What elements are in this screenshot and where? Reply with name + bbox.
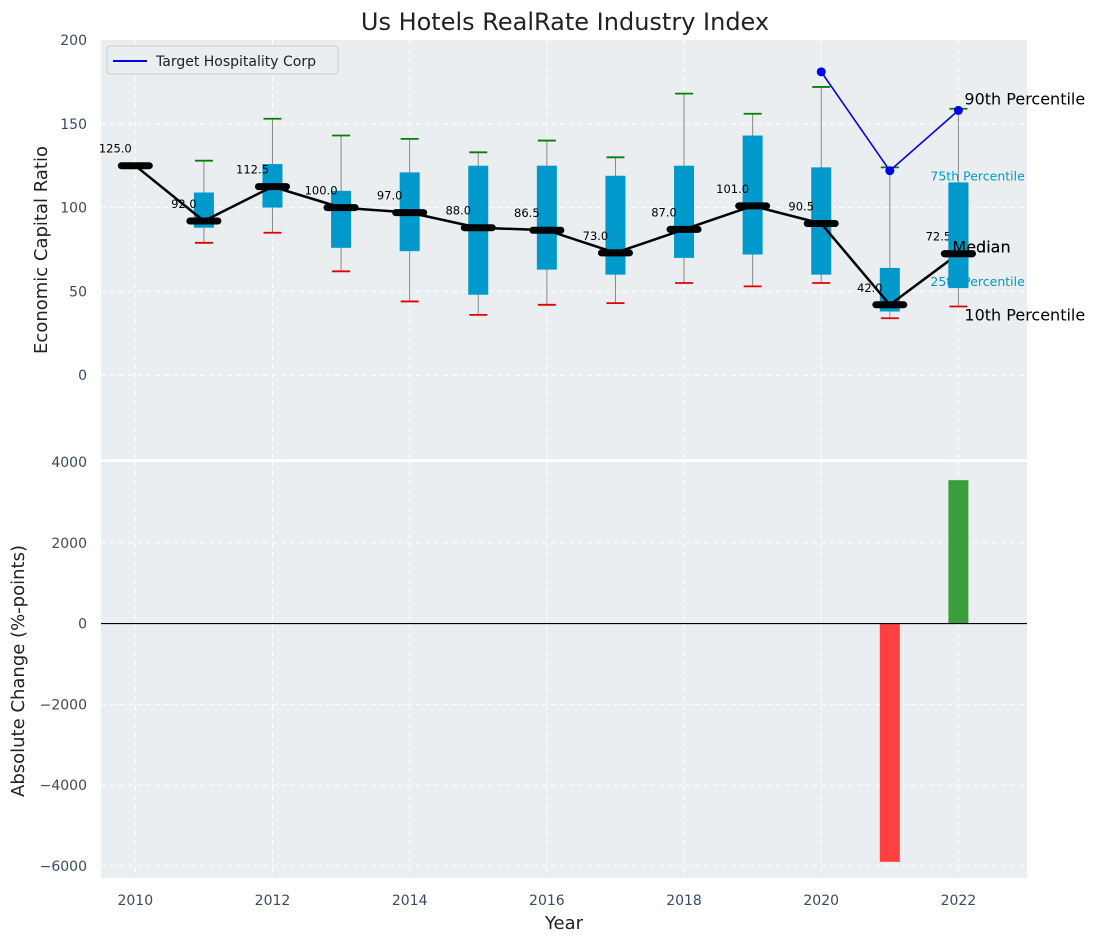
legend-box — [106, 45, 339, 75]
x-tick-label: 2010 — [117, 893, 153, 909]
x-tick-labels: 2010 2012 2014 2016 2018 2020 2022 — [117, 893, 976, 909]
top-y-tick-label: 100 — [60, 201, 87, 217]
bottom-panel-background — [101, 462, 1027, 878]
top-y-tick-label: 200 — [60, 33, 87, 49]
median-value-label: 100.0 — [305, 184, 338, 198]
x-tick-label: 2014 — [392, 893, 428, 909]
annotation-p75: 75th Percentile — [930, 168, 1025, 183]
company-point — [885, 166, 895, 176]
company-point — [953, 105, 963, 115]
top-panel: 0 50 100 150 200 Economic Capital Ratio 125.… — [31, 33, 1085, 459]
median-value-label: 92.0 — [171, 197, 197, 211]
bottom-y-axis-label: Absolute Change (%-points) — [8, 545, 29, 797]
bottom-y-tick-label: 2000 — [51, 536, 87, 552]
x-tick-label: 2018 — [666, 893, 702, 909]
box-iqr-overlay — [948, 182, 969, 289]
company-point — [816, 67, 826, 77]
median-value-label: 72.5 — [926, 230, 952, 244]
bottom-y-tick-labels: −6000 −4000 −2000 0 2000 4000 — [40, 455, 87, 875]
top-y-tick-label: 0 — [78, 368, 87, 384]
legend: Target Hospitality Corp — [106, 45, 339, 75]
median-value-label: 86.5 — [514, 206, 540, 220]
company-series — [816, 67, 963, 176]
bottom-y-tick-label: 0 — [78, 617, 87, 633]
annotation-median-overlay: Median — [952, 238, 1010, 257]
bottom-y-tick-label: −6000 — [40, 859, 87, 875]
median-value-label: 97.0 — [377, 189, 403, 203]
top-y-tick-label: 150 — [60, 117, 87, 133]
bottom-y-tick-label: −4000 — [40, 778, 87, 794]
top-y-tick-label: 50 — [69, 284, 87, 300]
x-tick-label: 2012 — [255, 893, 291, 909]
median-value-label: 101.0 — [716, 182, 749, 196]
x-tick-label: 2020 — [803, 893, 839, 909]
median-value-label: 88.0 — [445, 204, 471, 218]
median-value-label: 90.5 — [788, 200, 814, 214]
bottom-y-tick-label: −2000 — [40, 697, 87, 713]
top-panel-background — [101, 40, 1027, 459]
change-bar — [948, 480, 969, 624]
box-series — [193, 86, 969, 320]
percentile-annotations: 90th Percentile 75th Percentile Median 25th… — [930, 90, 1085, 325]
box-iqr — [536, 165, 557, 270]
bottom-y-tick-label: 4000 — [51, 455, 87, 471]
median-value-label: 87.0 — [651, 205, 677, 219]
x-tick-label: 2022 — [941, 893, 977, 909]
change-bar — [879, 623, 900, 862]
x-tick-label: 2016 — [529, 893, 565, 909]
x-axis-label: Year — [544, 913, 584, 934]
bottom-panel: −6000 −4000 −2000 0 2000 4000 Absolute Change… — [8, 455, 1027, 878]
median-value-label: 125.0 — [99, 142, 132, 156]
legend-label: Target Hospitality Corp — [155, 54, 316, 70]
bottom-gridlines — [101, 462, 1027, 878]
change-bars — [879, 480, 969, 862]
panel-divider — [101, 459, 1027, 462]
top-y-tick-labels: 0 50 100 150 200 — [60, 33, 87, 384]
box-iqr — [742, 135, 763, 255]
median-value-label: 73.0 — [583, 229, 609, 243]
box-iqr — [331, 190, 352, 248]
annotation-p25: 25th Percentile — [930, 274, 1025, 289]
chart-title: Us Hotels RealRate Industry Index — [361, 8, 769, 36]
box-iqr — [674, 165, 695, 258]
median-value-label: 112.5 — [236, 163, 269, 177]
box-iqr — [605, 175, 626, 275]
annotation-p10: 10th Percentile — [964, 305, 1085, 324]
top-y-axis-label: Economic Capital Ratio — [31, 146, 52, 354]
median-value-label: 42.0 — [857, 281, 883, 295]
annotation-p90: 90th Percentile — [964, 90, 1085, 109]
